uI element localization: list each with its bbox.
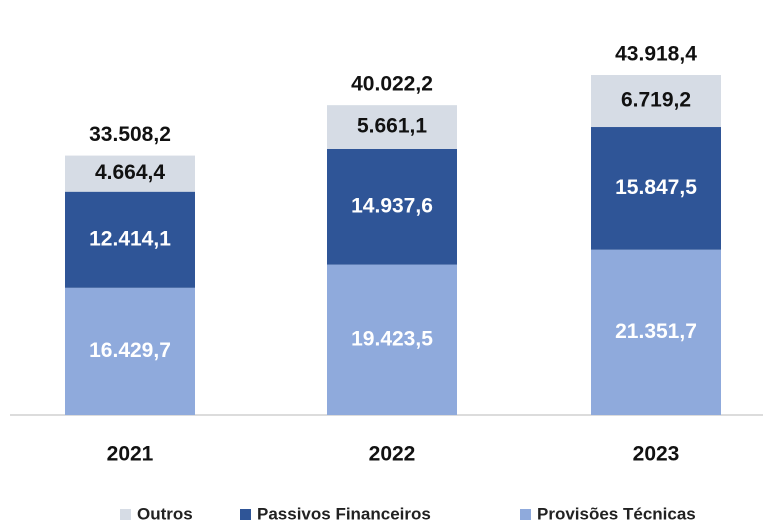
x-tick-label: 2022 xyxy=(369,443,416,466)
bar-segment xyxy=(591,75,721,128)
value-label: 15.847,5 xyxy=(615,176,697,199)
bar-segment xyxy=(65,287,195,415)
total-label: 33.508,2 xyxy=(89,123,171,146)
bar-segment xyxy=(591,249,721,415)
value-label: 19.423,5 xyxy=(351,327,433,350)
total-label: 43.918,4 xyxy=(615,43,697,66)
value-label: 14.937,6 xyxy=(351,194,433,217)
value-label: 4.664,4 xyxy=(95,161,165,184)
legend-label: Provisões Técnicas xyxy=(537,504,696,523)
value-label: 12.414,1 xyxy=(89,227,171,250)
bar-segment xyxy=(327,148,457,265)
legend-swatch xyxy=(520,509,531,520)
x-tick-label: 2021 xyxy=(107,443,154,466)
value-label: 21.351,7 xyxy=(615,320,697,343)
bar-segment xyxy=(591,127,721,250)
legend-label: Outros xyxy=(137,504,193,523)
legend-swatch xyxy=(240,509,251,520)
x-tick-label: 2023 xyxy=(633,443,680,466)
value-label: 16.429,7 xyxy=(89,339,171,362)
total-label: 40.022,2 xyxy=(351,73,433,96)
bar-segment xyxy=(327,105,457,149)
bar-segment xyxy=(65,191,195,288)
value-label: 5.661,1 xyxy=(357,115,427,138)
legend-swatch xyxy=(120,509,131,520)
value-label: 6.719,2 xyxy=(621,89,691,112)
legend-label: Passivos Financeiros xyxy=(257,504,431,523)
bar-segment xyxy=(65,155,195,192)
bar-segment xyxy=(327,264,457,415)
